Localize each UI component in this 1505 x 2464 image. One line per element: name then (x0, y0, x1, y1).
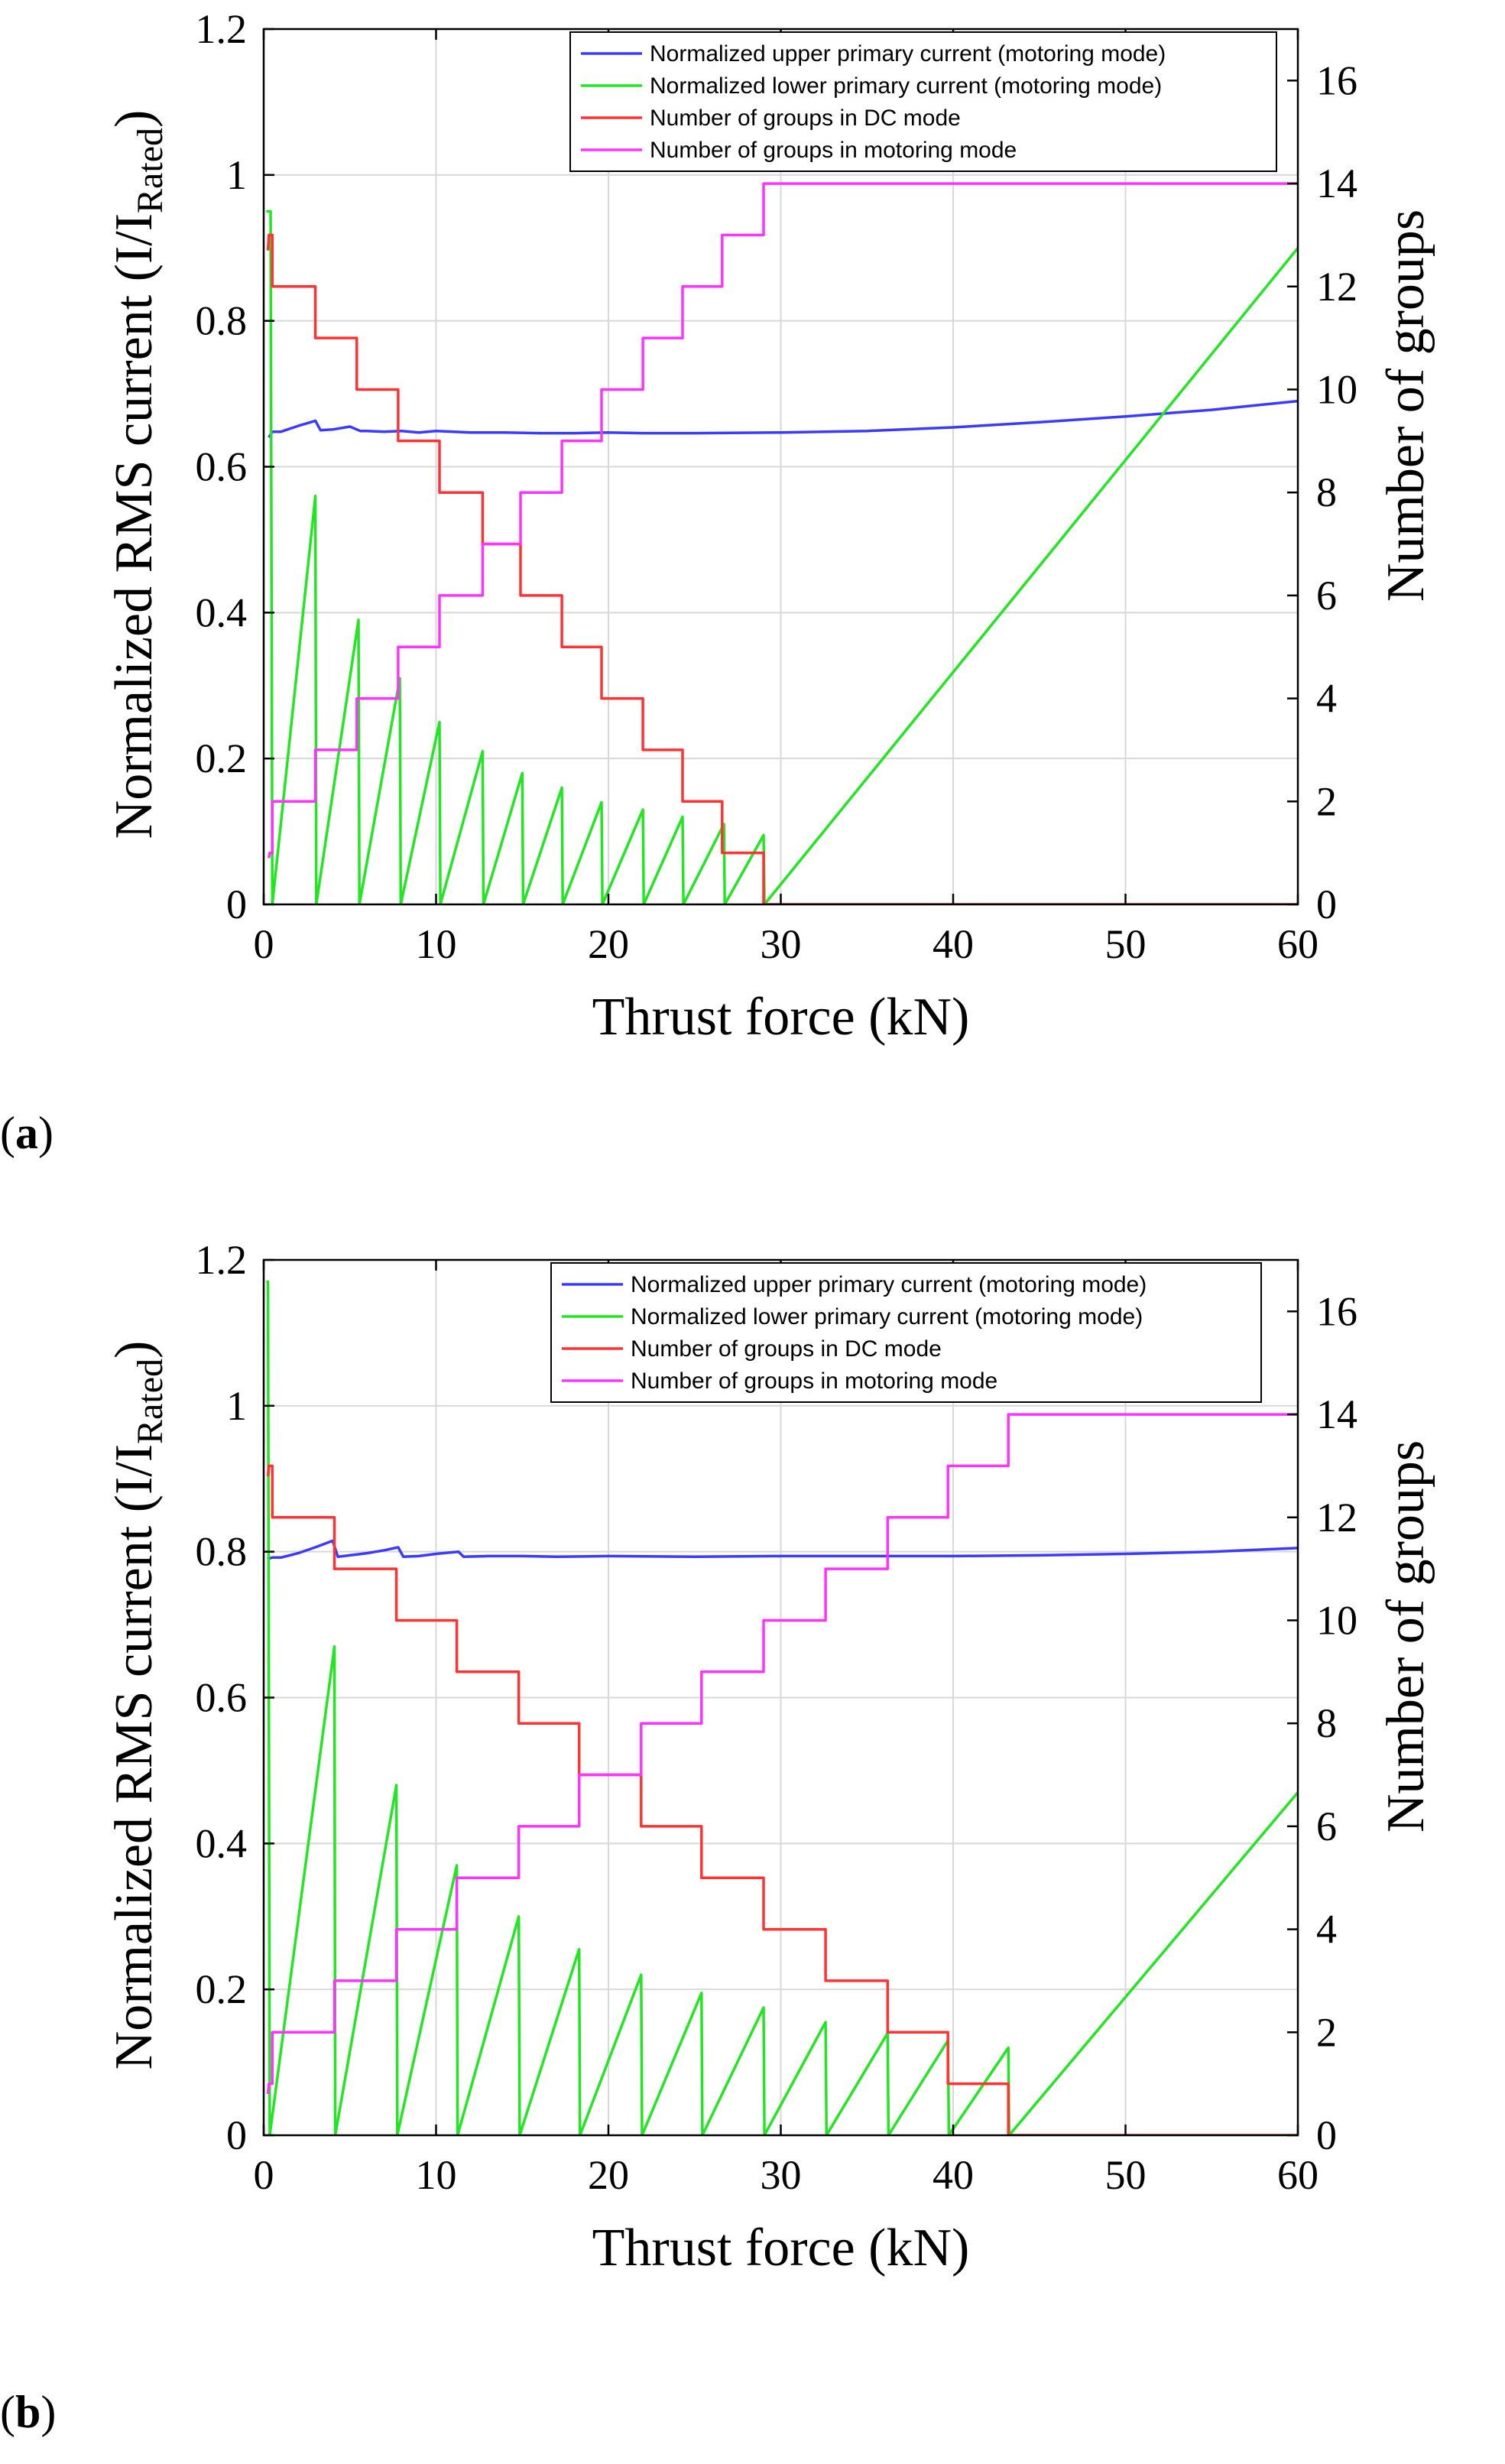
x-tick-label: 60 (1277, 921, 1318, 967)
x-axis-label: Thrust force (kN) (592, 988, 970, 1047)
y-right-tick-label: 12 (1316, 1495, 1357, 1540)
y-right-tick-label: 6 (1316, 1803, 1337, 1849)
y-left-tick-label: 0.8 (196, 298, 248, 344)
legend: Normalized upper primary current (motori… (569, 31, 1277, 172)
legend-label-dc-groups: Number of groups in DC mode (631, 1336, 942, 1362)
x-tick-label: 50 (1105, 921, 1147, 967)
y-left-tick-label: 0.8 (196, 1529, 248, 1575)
y-right-tick-label: 14 (1316, 1391, 1357, 1437)
legend-label-motoring-groups: Number of groups in motoring mode (650, 138, 1017, 163)
y-left-tick-label: 0 (226, 881, 247, 927)
y-right-tick-label: 2 (1316, 778, 1337, 824)
legend: Normalized upper primary current (motori… (550, 1262, 1262, 1403)
y-left-axis-label: Normalized RMS current (I/IRated) (105, 110, 170, 839)
y-left-tick-label: 1.2 (196, 1237, 248, 1283)
panel-b: 0 10 20 30 40 50 6000.20.40.60.811.20246810121… (105, 1237, 1435, 2277)
y-right-tick-label: 14 (1316, 161, 1357, 206)
y-right-tick-label: 10 (1316, 366, 1357, 412)
y-left-tick-label: 0.6 (196, 444, 248, 490)
x-tick-label: 20 (588, 2152, 629, 2198)
x-tick-label: 10 (416, 921, 457, 967)
y-left-tick-label: 0.2 (196, 1966, 248, 2012)
legend-label-upper-current: Normalized upper primary current (motori… (650, 41, 1166, 67)
y-left-tick-label: 1 (226, 1383, 247, 1429)
x-tick-label: 20 (588, 921, 629, 967)
legend-label-lower-current: Normalized lower primary current (motori… (631, 1304, 1143, 1329)
legend-box (569, 31, 1277, 172)
x-tick-label: 50 (1105, 2152, 1147, 2198)
legend-label-dc-groups: Number of groups in DC mode (650, 106, 961, 131)
y-left-tick-label: 1.2 (196, 6, 248, 52)
panel-a-label: (a) (0, 1108, 54, 1158)
series-upper-current-line (268, 399, 1298, 439)
y-right-tick-label: 4 (1316, 676, 1337, 722)
x-tick-label: 0 (254, 921, 274, 967)
legend-label-upper-current: Normalized upper primary current (motori… (631, 1272, 1147, 1297)
y-right-tick-label: 0 (1316, 2112, 1337, 2158)
y-left-tick-label: 0.2 (196, 735, 248, 781)
y-left-tick-label: 1 (226, 152, 247, 198)
y-right-axis-label: Number of groups (1377, 209, 1435, 602)
y-right-tick-label: 16 (1316, 57, 1357, 103)
y-left-tick-label: 0.4 (196, 589, 248, 635)
series-upper-current-line (267, 1539, 1298, 1560)
series-motoring-groups-line (268, 182, 1298, 859)
series-lower-current-line (266, 209, 1298, 904)
legend-label-motoring-groups: Number of groups in motoring mode (631, 1368, 997, 1394)
series-lower-current-line (266, 1280, 1298, 2135)
legend-box (550, 1262, 1262, 1403)
y-right-tick-label: 16 (1316, 1288, 1357, 1334)
y-left-tick-label: 0.4 (196, 1820, 248, 1866)
x-tick-label: 40 (933, 2152, 974, 2198)
x-tick-label: 40 (933, 921, 974, 967)
panel-b-label: (b) (0, 2387, 56, 2437)
y-right-tick-label: 2 (1316, 2009, 1337, 2055)
y-right-tick-label: 8 (1316, 469, 1337, 515)
y-right-tick-label: 0 (1316, 881, 1337, 927)
y-right-tick-label: 12 (1316, 264, 1357, 310)
x-tick-label: 0 (254, 2152, 274, 2198)
x-tick-label: 10 (416, 2152, 457, 2198)
y-left-tick-label: 0 (226, 2112, 247, 2158)
y-right-tick-label: 4 (1316, 1907, 1337, 1953)
y-right-tick-label: 8 (1316, 1700, 1337, 1746)
y-left-axis-label: Normalized RMS current (I/IRated) (105, 1341, 170, 2070)
x-tick-label: 30 (761, 921, 802, 967)
y-right-tick-label: 6 (1316, 573, 1337, 618)
x-tick-label: 60 (1277, 2152, 1318, 2198)
y-right-tick-label: 10 (1316, 1597, 1357, 1643)
series-motoring-groups-line (266, 1413, 1298, 2095)
x-axis-label: Thrust force (kN) (592, 2219, 970, 2277)
y-right-axis-label: Number of groups (1377, 1440, 1435, 1833)
y-left-tick-label: 0.6 (196, 1675, 248, 1721)
legend-label-lower-current: Normalized lower primary current (motori… (650, 73, 1162, 99)
x-tick-label: 30 (761, 2152, 802, 2198)
panel-a: 0 10 20 30 40 50 6000.20.40.60.811.20246810121… (105, 6, 1435, 1047)
